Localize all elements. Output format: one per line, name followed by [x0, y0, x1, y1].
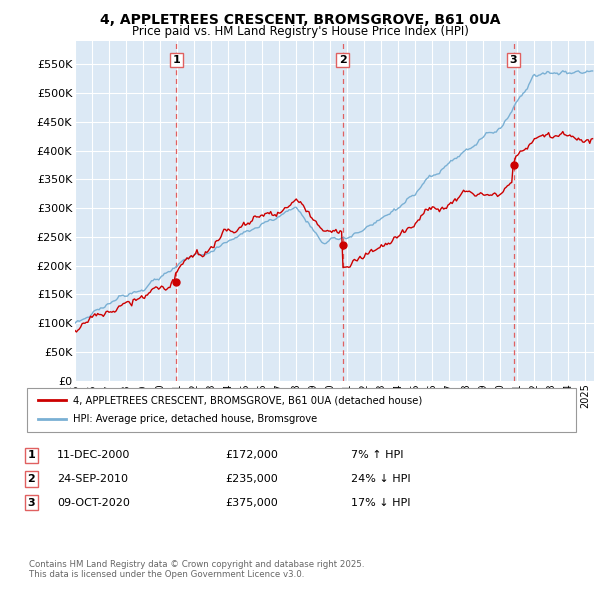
- Text: Contains HM Land Registry data © Crown copyright and database right 2025.
This d: Contains HM Land Registry data © Crown c…: [29, 560, 364, 579]
- Text: 17% ↓ HPI: 17% ↓ HPI: [351, 498, 410, 507]
- Text: 24-SEP-2010: 24-SEP-2010: [57, 474, 128, 484]
- Text: 4, APPLETREES CRESCENT, BROMSGROVE, B61 0UA (detached house): 4, APPLETREES CRESCENT, BROMSGROVE, B61 …: [73, 395, 422, 405]
- Text: Price paid vs. HM Land Registry's House Price Index (HPI): Price paid vs. HM Land Registry's House …: [131, 25, 469, 38]
- Text: 1: 1: [172, 55, 180, 65]
- Text: 7% ↑ HPI: 7% ↑ HPI: [351, 451, 404, 460]
- Text: HPI: Average price, detached house, Bromsgrove: HPI: Average price, detached house, Brom…: [73, 415, 317, 424]
- Text: 4, APPLETREES CRESCENT, BROMSGROVE, B61 0UA: 4, APPLETREES CRESCENT, BROMSGROVE, B61 …: [100, 13, 500, 27]
- Text: 2: 2: [28, 474, 35, 484]
- Text: £172,000: £172,000: [225, 451, 278, 460]
- Text: 09-OCT-2020: 09-OCT-2020: [57, 498, 130, 507]
- Text: 11-DEC-2000: 11-DEC-2000: [57, 451, 130, 460]
- Text: 3: 3: [509, 55, 517, 65]
- Text: 3: 3: [28, 498, 35, 507]
- Text: £235,000: £235,000: [225, 474, 278, 484]
- Text: £375,000: £375,000: [225, 498, 278, 507]
- Text: 2: 2: [339, 55, 347, 65]
- Text: 24% ↓ HPI: 24% ↓ HPI: [351, 474, 410, 484]
- Text: 1: 1: [28, 451, 35, 460]
